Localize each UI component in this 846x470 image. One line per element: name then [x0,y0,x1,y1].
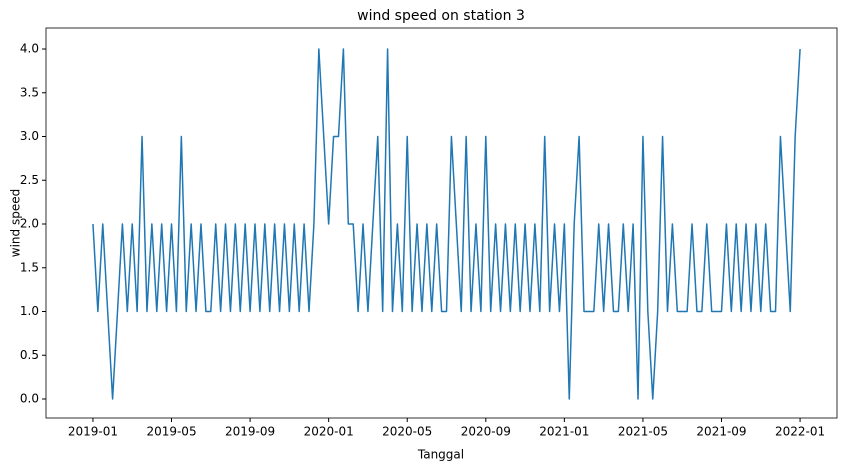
x-tick-label: 2019-05 [146,425,196,439]
x-axis-label: Tanggal [417,448,464,462]
x-tick-label: 2021-05 [618,425,668,439]
chart-title: wind speed on station 3 [357,8,525,24]
y-tick-label: 4.0 [20,42,39,56]
x-tick-label: 2019-09 [225,425,275,439]
y-tick-label: 1.5 [20,260,39,274]
x-tick-label: 2019-01 [68,425,118,439]
x-tick-label: 2022-01 [775,425,825,439]
y-tick-label: 3.0 [20,129,39,143]
x-tick-label: 2020-09 [461,425,511,439]
y-tick-label: 2.0 [20,217,39,231]
plot-frame [45,27,838,419]
y-axis-label: wind speed [9,189,23,257]
x-tick-label: 2021-01 [539,425,589,439]
y-tick-label: 1.0 [20,304,39,318]
x-tick-label: 2020-01 [304,425,354,439]
y-tick-label: 0.0 [20,392,39,406]
x-tick-label: 2021-09 [696,425,746,439]
data-line [92,48,801,400]
y-tick-label: 2.5 [20,173,39,187]
y-tick-label: 0.5 [20,348,39,362]
y-tick-label: 3.5 [20,85,39,99]
x-tick-label: 2020-05 [382,425,432,439]
